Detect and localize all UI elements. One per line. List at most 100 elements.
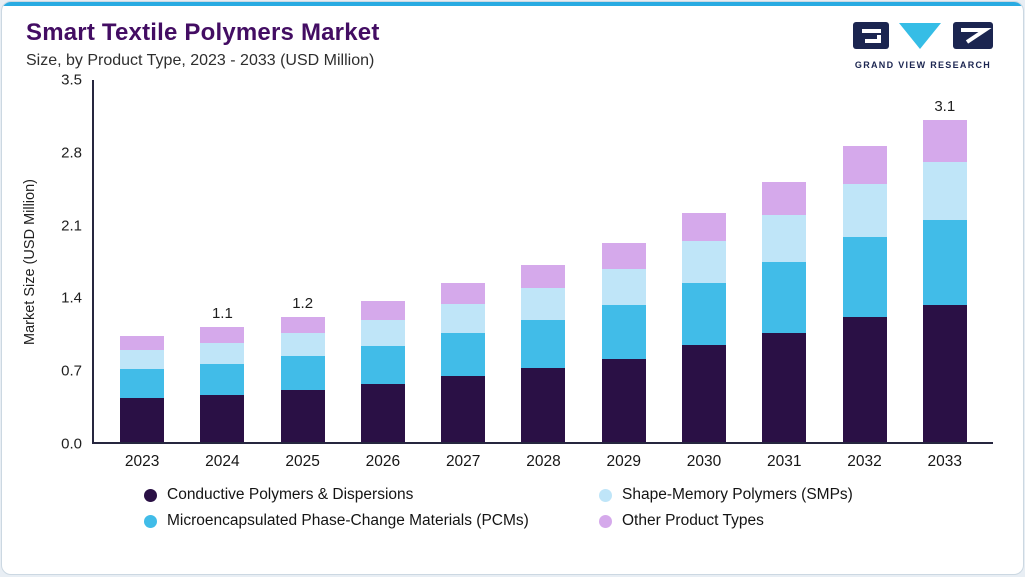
chart-legend: Conductive Polymers & Dispersions Shape-M…: [144, 486, 1023, 530]
bar-2031: [753, 182, 815, 442]
bar-stack: [280, 317, 325, 442]
y-axis-label: Market Size (USD Million): [22, 179, 38, 345]
bar-stack: [200, 327, 245, 442]
bar-2023: [111, 336, 173, 442]
legend-label: Microencapsulated Phase-Change Materials…: [167, 512, 529, 529]
x-axis-tick-label: 2028: [526, 453, 561, 470]
bar-2028: [512, 265, 574, 442]
top-accent-line: [2, 2, 1023, 6]
bar-2030: [673, 213, 735, 442]
bar-segment: [681, 213, 726, 241]
page-title: Smart Textile Polymers Market: [26, 19, 380, 46]
bar-segment: [120, 350, 165, 369]
x-axis-tick-label: 2025: [285, 453, 320, 470]
bar-segment: [521, 265, 566, 288]
bar-stack: [842, 146, 887, 442]
header-titles: Smart Textile Polymers Market Size, by P…: [26, 19, 380, 70]
bar-segment: [120, 336, 165, 350]
logo-mark-icon: [853, 22, 993, 49]
x-axis-tick-label: 2032: [847, 453, 882, 470]
bar-segment: [360, 384, 405, 442]
legend-label: Conductive Polymers & Dispersions: [167, 486, 414, 503]
plot-column: 1.1 1.2 3.1 2023 2024 2025 2026 2027 2028 2029 20…: [92, 80, 993, 471]
bar-stack: [360, 301, 405, 442]
bar-segment: [681, 283, 726, 345]
bar-stack: [681, 213, 726, 442]
bar-segment: [360, 320, 405, 346]
y-axis: 0.0 0.7 1.4 2.1 2.8 3.5: [44, 72, 92, 453]
x-axis-tick-label: 2024: [205, 453, 240, 470]
x-axis: 2023 2024 2025 2026 2027 2028 2029 2030 2031 2032…: [94, 444, 993, 471]
bar-stack: [922, 120, 967, 442]
legend-swatch: [599, 488, 612, 502]
bar-segment: [521, 288, 566, 320]
legend-label: Shape-Memory Polymers (SMPs): [622, 486, 853, 503]
bar-segment: [842, 184, 887, 237]
bar-total-label-2025: 1.2: [292, 295, 314, 312]
bar-total-label-2033: 3.1: [934, 98, 956, 115]
bar-segment: [521, 320, 566, 368]
legend-item: Other Product Types: [599, 512, 1023, 530]
bar-segment: [762, 182, 807, 215]
bar-stack: [601, 243, 646, 442]
bar-2033: 3.1: [914, 98, 976, 442]
x-axis-tick-label: 2023: [124, 453, 160, 470]
legend-item: Conductive Polymers & Dispersions: [144, 486, 599, 504]
bar-segment: [601, 269, 646, 305]
bar-segment: [681, 241, 726, 283]
x-axis-tick-label: 2029: [606, 453, 641, 470]
plot-area: 1.1 1.2 3.1: [92, 80, 993, 444]
bar-segment: [601, 359, 646, 442]
bar-2032: [834, 146, 896, 442]
x-axis-tick-label: 2033: [927, 453, 963, 470]
bar-segment: [521, 368, 566, 442]
bar-segment: [200, 364, 245, 395]
bar-total-label-2024: 1.1: [211, 305, 233, 322]
bar-segment: [441, 283, 486, 304]
bar-segment: [280, 333, 325, 356]
legend-swatch: [599, 514, 612, 528]
bar-segment: [922, 120, 967, 162]
bar-stack: [441, 283, 486, 442]
y-axis-tick-label: 1.4: [61, 289, 82, 307]
legend-swatch: [144, 488, 157, 502]
bar-segment: [922, 162, 967, 220]
bar-segment: [120, 369, 165, 398]
bar-2024: 1.1: [191, 305, 253, 442]
bar-segment: [441, 376, 486, 442]
bar-2026: [352, 301, 414, 442]
x-axis-tick-label: 2030: [686, 453, 722, 470]
y-axis-tick-label: 2.1: [61, 217, 82, 235]
bar-segment: [601, 243, 646, 269]
bar-segment: [360, 301, 405, 320]
x-axis-tick-label: 2031: [767, 453, 802, 470]
stacked-bar-chart: Market Size (USD Million) 0.0 0.7 1.4 2.1 2.…: [2, 72, 1023, 471]
y-axis-tick-label: 3.5: [61, 71, 82, 89]
bar-segment: [842, 317, 887, 442]
bar-segment: [762, 333, 807, 442]
x-axis-tick-label: 2026: [365, 453, 401, 470]
x-axis-tick-label: 2027: [445, 453, 481, 470]
bar-segment: [762, 215, 807, 262]
logo-text: GRAND VIEW RESEARCH: [854, 60, 992, 70]
y-axis-label-wrap: Market Size (USD Million): [16, 80, 44, 444]
bar-segment: [762, 262, 807, 333]
bar-segment: [922, 220, 967, 305]
bar-stack: [120, 336, 165, 442]
bar-segment: [200, 395, 245, 442]
bar-segment: [360, 346, 405, 384]
bar-segment: [441, 304, 486, 333]
bar-segment: [842, 237, 887, 317]
bar-segment: [200, 343, 245, 364]
bar-2027: [432, 283, 494, 442]
bar-2025: 1.2: [272, 295, 334, 442]
legend-swatch: [144, 514, 157, 528]
legend-item: Shape-Memory Polymers (SMPs): [599, 486, 1023, 504]
page-subtitle: Size, by Product Type, 2023 - 2033 (USD …: [26, 52, 375, 69]
bar-segment: [200, 327, 245, 343]
y-axis-tick-label: 0.7: [61, 362, 82, 380]
bar-segment: [280, 317, 325, 333]
bar-segment: [120, 398, 165, 442]
bar-segment: [601, 305, 646, 359]
